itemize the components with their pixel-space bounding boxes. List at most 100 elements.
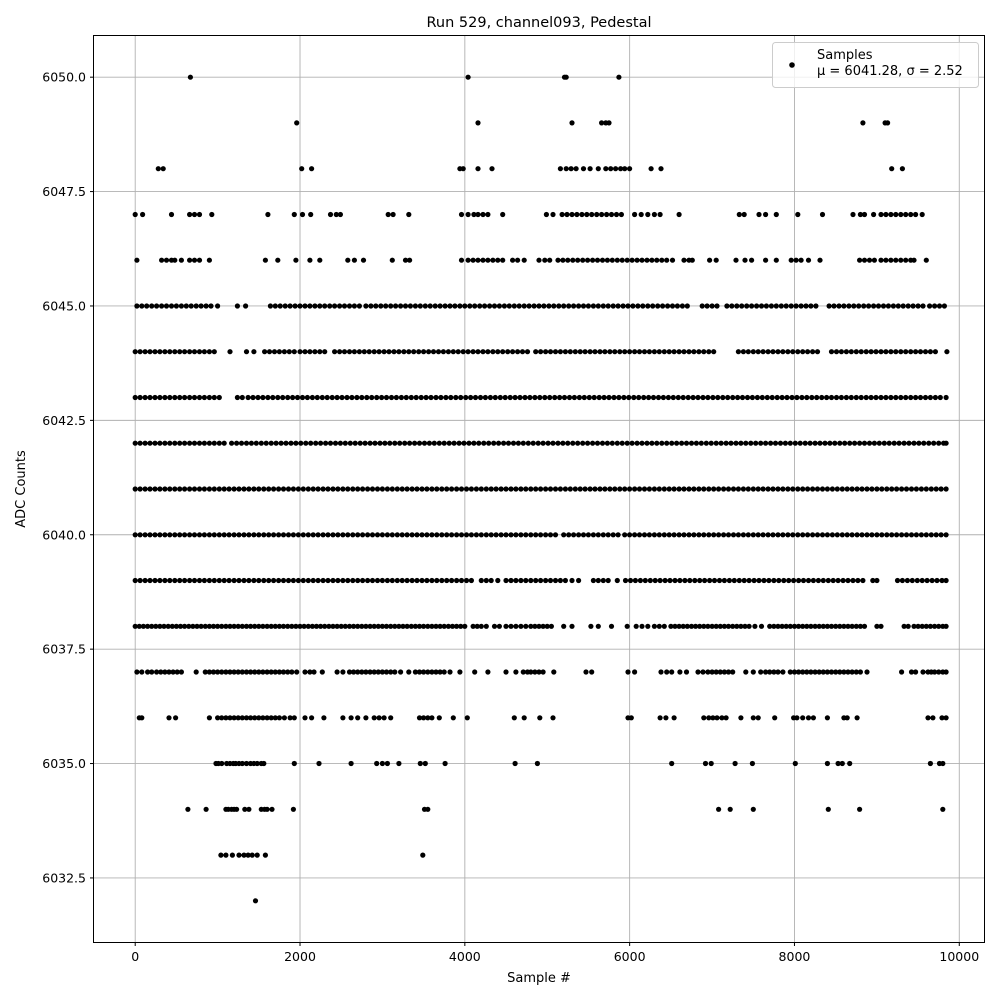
data-point: [272, 623, 278, 629]
data-point: [172, 394, 178, 401]
data-point: [651, 486, 658, 492]
data-point: [520, 440, 526, 446]
data-point: [471, 440, 477, 446]
data-point: [321, 715, 327, 721]
data-point: [406, 669, 412, 675]
data-point: [416, 669, 423, 675]
data-point: [528, 577, 534, 584]
data-point: [814, 532, 821, 538]
data-point: [853, 349, 859, 355]
data-point: [280, 669, 287, 675]
data-point: [502, 394, 508, 401]
data-point: [226, 577, 232, 584]
data-point: [736, 577, 742, 584]
data-point: [550, 715, 556, 721]
data-point: [550, 440, 556, 446]
data-point: [594, 440, 601, 446]
data-point: [831, 303, 837, 309]
data-point: [421, 715, 427, 721]
data-point: [239, 394, 245, 401]
data-point: [265, 394, 271, 401]
data-point: [627, 166, 633, 172]
data-point: [252, 715, 258, 721]
data-point: [142, 577, 148, 584]
x-tick-label: 8000: [779, 949, 811, 964]
data-point: [462, 303, 468, 309]
data-point: [218, 852, 224, 858]
data-point: [894, 486, 900, 492]
data-point: [312, 349, 318, 355]
data-point: [206, 532, 212, 538]
data-point: [898, 257, 904, 263]
data-point: [378, 303, 384, 309]
data-point: [760, 349, 766, 355]
data-point: [684, 303, 690, 309]
data-point: [651, 349, 658, 355]
data-point: [538, 349, 544, 355]
data-point: [923, 486, 929, 492]
data-point: [908, 394, 914, 401]
data-point: [885, 120, 891, 126]
data-point: [889, 486, 895, 492]
data-point: [636, 349, 643, 355]
data-point: [396, 349, 402, 355]
data-point: [455, 349, 461, 355]
data-point: [251, 532, 257, 538]
data-point: [211, 532, 217, 538]
data-point: [755, 715, 761, 721]
data-point: [191, 349, 198, 355]
data-point: [547, 349, 554, 355]
data-point: [350, 486, 356, 492]
data-point: [672, 623, 678, 629]
data-point: [576, 303, 582, 309]
data-point: [676, 532, 682, 538]
data-point: [290, 532, 296, 538]
data-point: [137, 440, 143, 446]
data-point: [243, 623, 250, 629]
data-point: [847, 440, 853, 446]
data-point: [624, 440, 630, 446]
data-point: [419, 486, 425, 492]
data-point: [899, 486, 905, 492]
data-point: [854, 715, 860, 721]
data-point: [335, 532, 341, 538]
data-point: [299, 394, 306, 401]
data-point: [645, 211, 651, 218]
x-tick-label: 6000: [614, 949, 646, 964]
data-point: [172, 486, 178, 492]
data-point: [785, 532, 791, 538]
data-point: [416, 349, 422, 355]
data-point: [404, 577, 410, 584]
data-point: [763, 669, 769, 675]
data-point: [355, 577, 361, 584]
data-point: [639, 623, 645, 629]
data-point: [557, 166, 564, 172]
data-point: [932, 303, 938, 309]
data-point: [701, 532, 707, 538]
data-point: [793, 303, 799, 309]
data-point: [139, 669, 145, 675]
data-point: [651, 623, 658, 629]
data-point: [843, 349, 850, 355]
data-point: [354, 394, 360, 401]
data-point: [373, 303, 379, 309]
data-point: [780, 486, 786, 492]
data-point: [163, 257, 170, 263]
data-point: [937, 394, 943, 401]
data-point: [669, 669, 675, 675]
data-point: [178, 257, 184, 263]
data-point: [227, 715, 233, 721]
data-point: [808, 303, 814, 309]
data-point: [943, 532, 949, 538]
data-point: [473, 532, 479, 538]
data-point: [444, 486, 450, 492]
data-point: [335, 486, 341, 492]
data-point: [277, 303, 283, 309]
data-point: [187, 349, 193, 355]
data-point: [730, 623, 736, 629]
data-point: [501, 303, 507, 309]
data-point: [853, 623, 859, 629]
data-point: [861, 440, 868, 446]
data-point: [662, 577, 668, 584]
data-point: [533, 486, 539, 492]
